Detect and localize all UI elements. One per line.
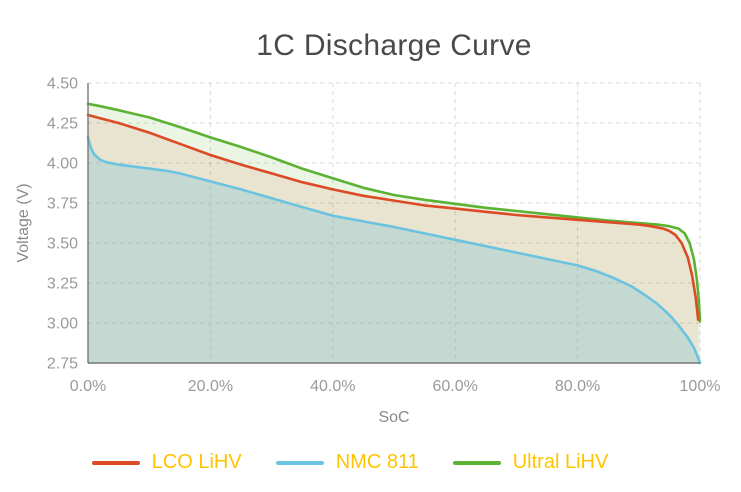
y-tick-label: 4.50 <box>47 76 78 93</box>
legend-line-swatch <box>91 460 140 465</box>
chart-title: 1C Discharge Curve <box>256 29 532 63</box>
y-tick-label: 4.25 <box>47 116 78 133</box>
legend-item-ultral-lihv[interactable]: Ultral LiHV <box>452 451 609 474</box>
x-tick-label: 100% <box>680 378 721 395</box>
y-tick-label: 3.50 <box>47 236 78 253</box>
legend-label: Ultral LiHV <box>512 451 609 473</box>
series-line-nmc-811 <box>86 136 702 365</box>
legend-line-swatch <box>452 460 501 465</box>
series-area-lco-lihv <box>88 115 699 363</box>
y-tick-label: 3.75 <box>47 196 78 213</box>
series-line-lco-lihv <box>86 113 700 322</box>
y-tick-label: 3.00 <box>47 316 78 333</box>
x-tick-label: 20.0% <box>188 378 233 395</box>
x-tick-label: 0.0% <box>70 378 106 395</box>
series-area-nmc-811 <box>88 137 700 363</box>
legend-line-swatch <box>275 460 324 465</box>
y-tick-label: 3.25 <box>47 276 78 293</box>
x-axis-title: SoC <box>378 409 410 426</box>
y-tick-label: 2.75 <box>47 356 78 373</box>
y-tick-label: 4.00 <box>47 156 78 173</box>
x-tick-label: 60.0% <box>433 378 478 395</box>
legend-item-nmc-811[interactable]: NMC 811 <box>275 451 419 474</box>
legend: LCO LiHV NMC 811 Ultral LiHV <box>0 451 700 474</box>
legend-label: LCO LiHV <box>151 451 242 473</box>
legend-label: NMC 811 <box>335 451 419 473</box>
x-tick-label: 40.0% <box>310 378 355 395</box>
series-line-ultral-lihv <box>86 102 702 323</box>
y-axis-title: Voltage (V) <box>15 183 32 263</box>
x-tick-label: 80.0% <box>555 378 600 395</box>
legend-item-lco-lihv[interactable]: LCO LiHV <box>91 451 242 474</box>
series-area-ultral-lihv <box>88 103 700 364</box>
